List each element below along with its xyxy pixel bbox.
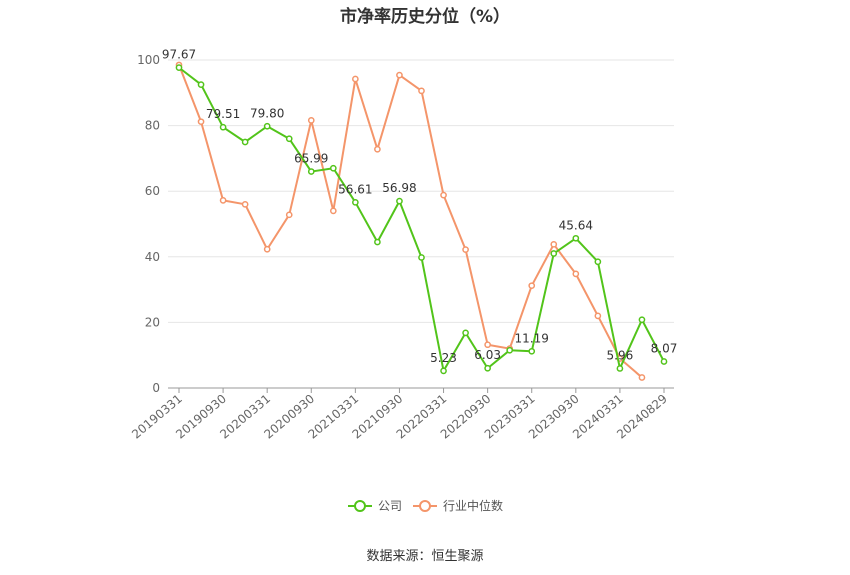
data-point-company[interactable] (197, 81, 205, 88)
data-point-company[interactable] (307, 168, 315, 175)
data-point-industry[interactable] (550, 240, 558, 248)
data-point-industry[interactable] (285, 211, 293, 219)
data-label: 79.80 (250, 106, 284, 120)
data-point-industry[interactable] (572, 270, 580, 278)
data-label: 8.07 (651, 342, 678, 356)
data-source: 数据来源：恒生聚源 (366, 549, 484, 564)
data-point-company[interactable] (396, 197, 403, 205)
data-labels: 97.67 79.51 79.80 65.99 56.61 56.98 5.23 6.03 11… (162, 48, 678, 365)
data-point-company[interactable] (484, 364, 491, 372)
data-point-industry[interactable] (197, 118, 205, 126)
data-point-company[interactable] (660, 358, 668, 365)
data-point-company[interactable] (638, 316, 646, 324)
data-label: 56.98 (382, 181, 416, 195)
data-point-company[interactable] (528, 347, 536, 355)
data-label: 5.23 (430, 351, 457, 365)
data-point-company[interactable] (594, 258, 602, 266)
data-point-company[interactable] (462, 329, 469, 337)
data-label: 79.51 (206, 107, 240, 121)
data-point-industry[interactable] (484, 341, 491, 349)
data-point-company[interactable] (572, 234, 580, 242)
legend-label-company: 公司 (378, 499, 402, 513)
data-point-industry[interactable] (307, 117, 315, 124)
data-point-company[interactable] (374, 238, 381, 246)
y-tick-label: 80 (145, 119, 160, 133)
series-line-industry (178, 64, 643, 379)
data-point-company[interactable] (285, 135, 293, 143)
data-point-company[interactable] (352, 198, 359, 206)
data-point-industry[interactable] (329, 207, 337, 215)
data-point-company[interactable] (440, 367, 447, 375)
data-point-industry[interactable] (241, 200, 249, 208)
data-point-industry[interactable] (440, 191, 447, 199)
data-point-industry[interactable] (263, 245, 271, 253)
data-label: 11.19 (515, 331, 549, 345)
data-point-company[interactable] (506, 346, 514, 354)
series-lines (175, 61, 668, 381)
y-tick-label: 0 (152, 381, 160, 395)
legend-item-industry[interactable]: 行业中位数 (413, 498, 503, 513)
data-label: 45.64 (559, 218, 593, 232)
data-label: 6.03 (474, 348, 501, 362)
data-label: 97.67 (162, 48, 196, 62)
data-point-industry[interactable] (219, 197, 227, 204)
data-point-industry[interactable] (418, 87, 425, 95)
data-point-company[interactable] (219, 123, 227, 131)
data-point-company[interactable] (418, 254, 425, 261)
data-label: 56.61 (338, 182, 372, 196)
data-label: 65.99 (294, 152, 328, 166)
data-point-industry[interactable] (462, 246, 469, 253)
data-point-company[interactable] (329, 164, 337, 172)
y-tick-label: 40 (145, 250, 160, 264)
data-point-industry[interactable] (374, 145, 381, 153)
data-point-company[interactable] (616, 365, 624, 372)
data-point-company[interactable] (241, 138, 249, 146)
data-point-company[interactable] (175, 64, 183, 71)
data-label: 5.96 (607, 348, 634, 362)
legend-item-company[interactable]: 公司 (348, 499, 402, 513)
chart-title: 市净率历史分位（%） (339, 7, 511, 27)
grid-lines (168, 59, 674, 323)
data-point-industry[interactable] (352, 75, 359, 83)
y-tick-label: 100 (137, 53, 160, 67)
y-tick-label: 20 (145, 315, 160, 329)
data-point-industry[interactable] (396, 71, 403, 79)
legend: 公司 行业中位数 (348, 498, 503, 513)
data-point-industry[interactable] (638, 374, 646, 381)
data-point-company[interactable] (263, 122, 271, 130)
legend-label-industry: 行业中位数 (443, 498, 503, 513)
data-point-company[interactable] (550, 250, 558, 257)
data-point-industry[interactable] (594, 312, 602, 320)
y-tick-label: 60 (145, 184, 160, 198)
data-point-industry[interactable] (528, 282, 536, 290)
